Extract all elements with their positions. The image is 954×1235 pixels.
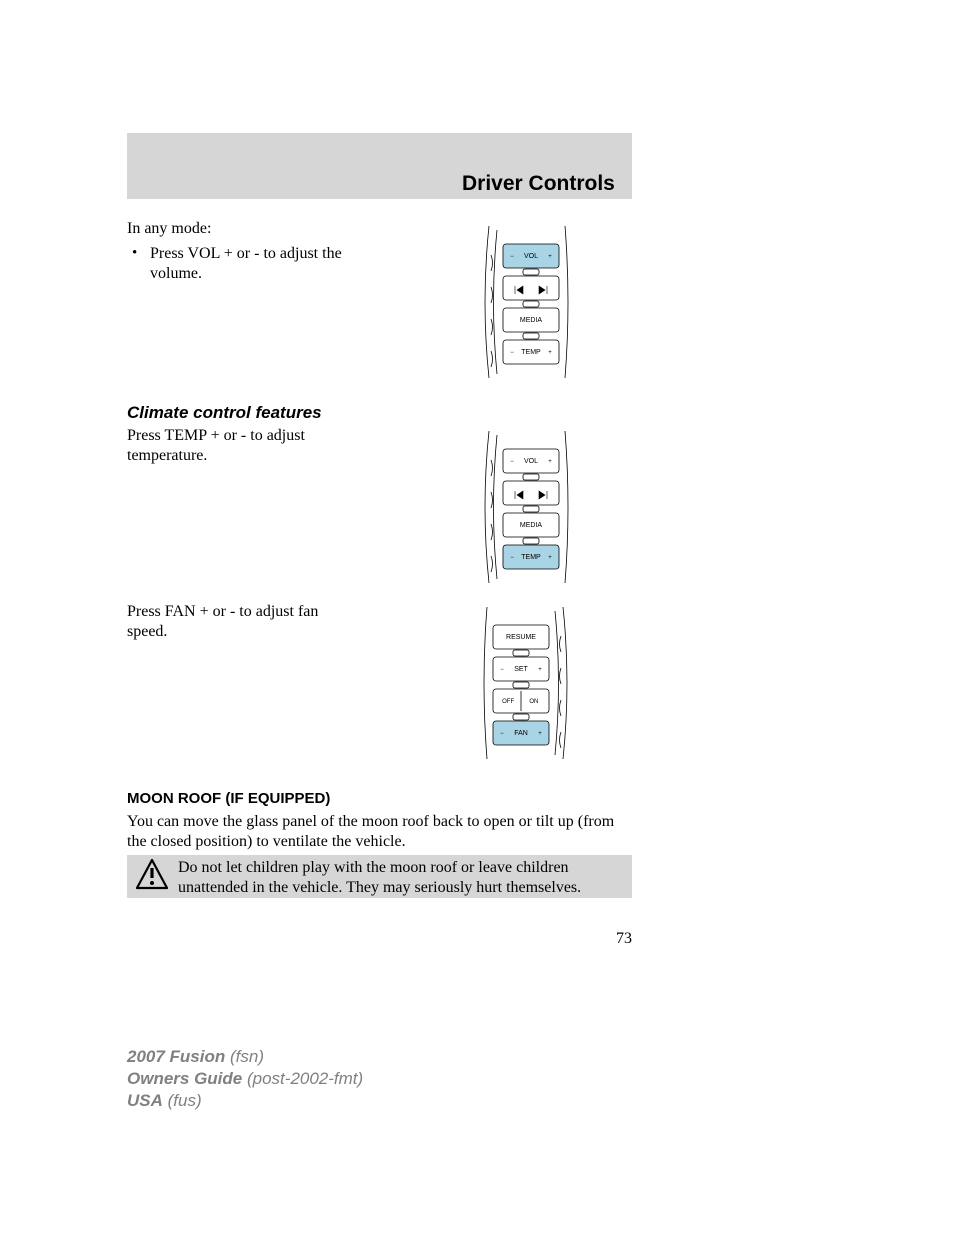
page-title: Driver Controls (462, 172, 615, 196)
warning-text: Do not let children play with the moon r… (178, 858, 632, 898)
svg-text:−: − (510, 350, 514, 356)
svg-text:MEDIA: MEDIA (520, 317, 543, 324)
svg-text:−: − (500, 667, 504, 673)
intro-text: In any mode: (127, 220, 211, 238)
svg-text:FAN: FAN (514, 730, 528, 737)
climate-temp-text: Press TEMP + or - to adjust temperature. (127, 426, 357, 466)
warning-icon (135, 858, 169, 897)
svg-text:+: + (538, 731, 542, 737)
climate-fan-text: Press FAN + or - to adjust fan speed. (127, 602, 357, 642)
svg-text:+: + (548, 459, 552, 465)
bullet-volume: Press VOL + or - to adjust the volume. (150, 244, 380, 284)
footer-model-code: (fsn) (230, 1047, 264, 1066)
svg-text:VOL: VOL (524, 253, 538, 260)
svg-text:TEMP: TEMP (521, 554, 541, 561)
svg-text:+: + (538, 667, 542, 673)
svg-text:VOL: VOL (524, 458, 538, 465)
svg-text:+: + (548, 350, 552, 356)
svg-text:ON: ON (529, 699, 538, 705)
svg-text:−: − (510, 254, 514, 260)
footer: 2007 Fusion (fsn) Owners Guide (post-200… (127, 1046, 363, 1112)
climate-heading: Climate control features (127, 403, 322, 423)
footer-model: 2007 Fusion (127, 1047, 225, 1066)
page-number: 73 (616, 930, 632, 948)
moonroof-heading: MOON ROOF (IF EQUIPPED) (127, 790, 330, 807)
moonroof-body: You can move the glass panel of the moon… (127, 812, 632, 852)
steering-control-diagram-vol: − VOL + MEDIA − TEMP + (471, 220, 581, 390)
svg-text:−: − (510, 459, 514, 465)
svg-text:MEDIA: MEDIA (520, 522, 543, 529)
steering-control-diagram-temp: − VOL + MEDIA − TEMP + (471, 425, 581, 595)
svg-text:RESUME: RESUME (506, 634, 536, 641)
footer-guide: Owners Guide (127, 1069, 242, 1088)
footer-region: USA (127, 1091, 163, 1110)
svg-text:SET: SET (514, 666, 528, 673)
svg-text:−: − (510, 555, 514, 561)
svg-text:+: + (548, 555, 552, 561)
svg-text:OFF: OFF (502, 699, 514, 705)
steering-control-diagram-fan: RESUME − SET + OFF ON − FAN + (471, 601, 581, 771)
svg-text:−: − (500, 731, 504, 737)
footer-region-code: (fus) (168, 1091, 202, 1110)
footer-guide-code: (post-2002-fmt) (247, 1069, 363, 1088)
svg-text:+: + (548, 254, 552, 260)
bullet-marker: • (132, 245, 137, 262)
svg-text:TEMP: TEMP (521, 349, 541, 356)
